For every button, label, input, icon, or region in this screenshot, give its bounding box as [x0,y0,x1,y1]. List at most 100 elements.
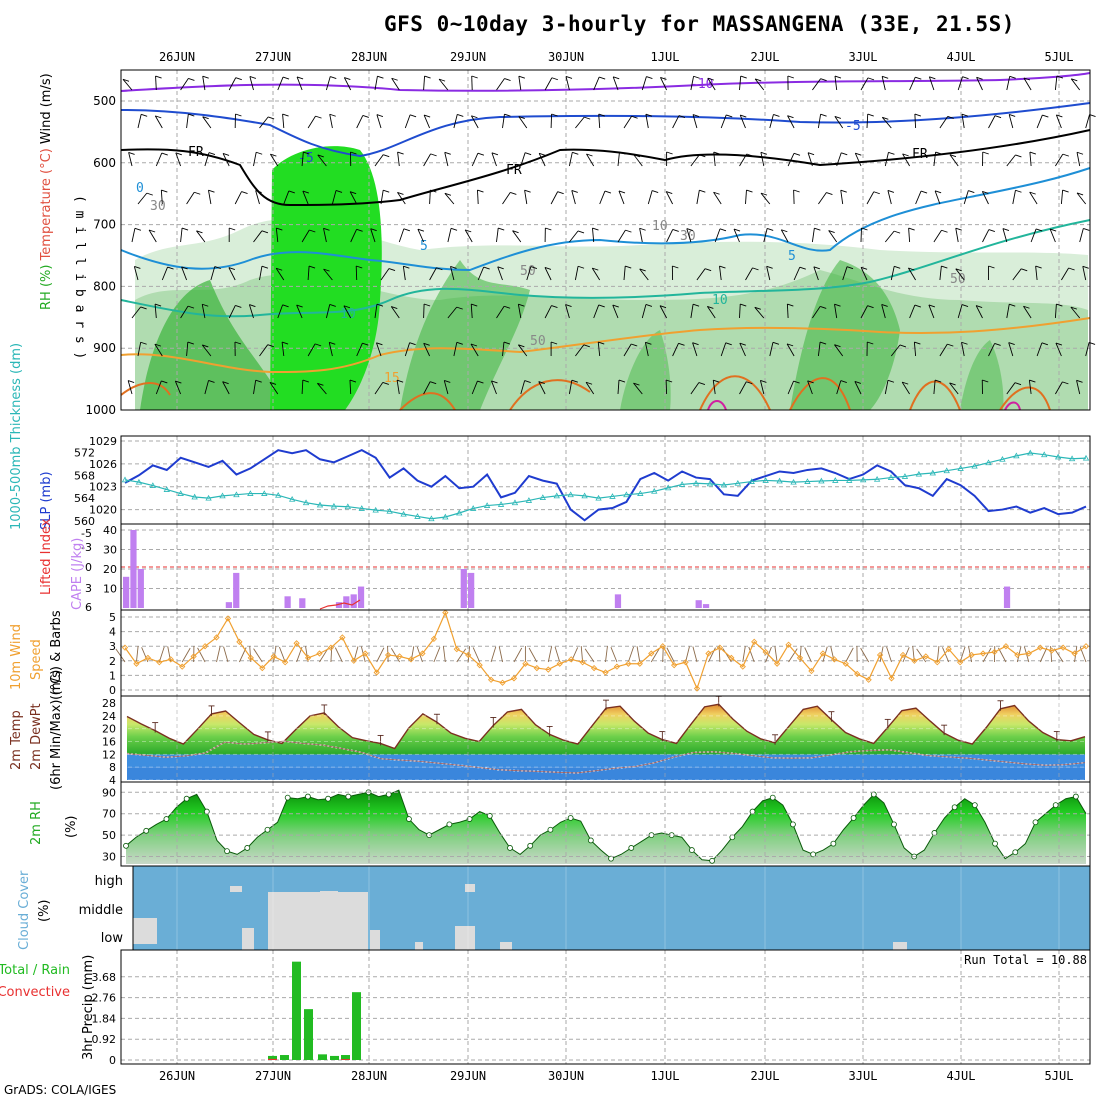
wind-marker [270,653,277,660]
contour-label: FR [912,147,928,162]
wind-barb [1074,646,1078,663]
wind-barb [1006,76,1011,91]
wind-barb-flag [456,341,463,345]
wind-barb [565,76,570,91]
wind-barb [524,190,528,205]
wind-barb [647,190,653,205]
wind-barb [811,228,815,243]
wind-barb [739,303,741,319]
wind-barb-flag [982,151,989,155]
wind-barb-flag [854,380,862,384]
wind-barb [692,342,698,357]
wind-barb [592,228,595,243]
y-tick-label: 600 [93,156,116,170]
wind-barb-flag [949,154,957,158]
wind-barb-flag [1035,265,1042,269]
wind-barb-flag [618,379,626,383]
wind-barb [714,228,721,243]
wind-barb-flag [188,113,195,117]
li-tick-label: 3 [85,582,92,595]
wind-barb-flag [362,114,369,118]
wind-barb [374,382,384,395]
wind-barb [955,268,965,281]
wind-barb [760,192,771,205]
wind-barb [550,191,559,205]
rh-ylabel-2: (%) [64,816,79,839]
wind-barb-flag [181,266,188,270]
thickness-marker [344,503,352,510]
wind-barb [902,647,910,663]
wind-barb [912,646,915,663]
wind-barb [228,267,236,281]
wind-barb [787,115,795,129]
wind-barb [739,343,746,357]
wind-marker [407,656,415,663]
wind-barb [307,266,310,281]
wind-barb-flag [799,266,806,270]
wind-barb-flag [409,114,417,118]
wind-barb-flag [471,303,478,307]
wind-barb-flag [773,114,780,117]
wind-barb [1028,380,1032,395]
wind-barb [128,152,133,167]
wind-barb-flag [249,304,256,308]
wind-barb-flag [934,190,942,194]
rh-line [125,789,1087,862]
wind-barb [623,266,626,281]
wind-barb [498,646,503,663]
wind-barb [1054,648,1064,663]
wind-barb [438,78,449,91]
date-label-bottom: 30JUN [548,1069,584,1083]
rh-marker [992,840,998,847]
wind-marker [854,670,861,678]
wind-barb-flag [491,152,499,156]
wind-barb-flag [1070,306,1078,310]
wind-barb [866,113,869,129]
thickness-marker [191,493,198,500]
wind-barb-flag [665,379,673,383]
y-tick-label: 1000 [85,403,116,417]
wind-marker [533,664,540,672]
date-label-bottom: 27JUN [255,1069,291,1083]
wind-barb [453,342,458,357]
wind-barb [1060,190,1064,205]
wind-barb-flag [592,267,599,271]
wind-barb [812,78,821,91]
cape-bar [350,594,357,608]
wind-barb [949,154,959,167]
wind-marker [1025,650,1032,657]
wind-marker [808,667,815,675]
li-tick-label: -5 [81,527,92,540]
wind-barb [1012,268,1022,281]
wind-barb-flag [704,268,712,272]
wind-barb [343,305,352,319]
wind-barb-flag [296,76,304,80]
wind-barb [442,646,446,663]
wind-barb-flag [692,303,700,307]
wind-barb-flag [908,227,915,231]
wind-barb [881,304,886,319]
wind-barb [301,379,304,395]
wind-barb [866,191,875,205]
wind-barb-flag [914,113,922,117]
wind-marker [316,650,323,657]
wind-barb-flag [161,189,168,193]
wind-barb [160,190,163,205]
wind-barb-flag [267,116,275,120]
wind-barb [1006,154,1016,167]
wind-marker [522,660,529,667]
wind-barb-flag [639,268,646,272]
wind-barb [334,647,343,663]
wind-barb-flag [726,114,733,118]
wind-barb-flag [733,228,741,232]
date-label-top: 4JUL [947,50,976,64]
wind-barb-flag [403,265,410,269]
wind-barb-flag [787,115,794,119]
wind-barb-flag [214,266,221,269]
wind-barb-flag [577,265,585,269]
wind-barb [817,342,821,357]
wind-barb [748,646,755,663]
wind-barb-flag [235,304,242,308]
cape-bar [468,572,475,608]
